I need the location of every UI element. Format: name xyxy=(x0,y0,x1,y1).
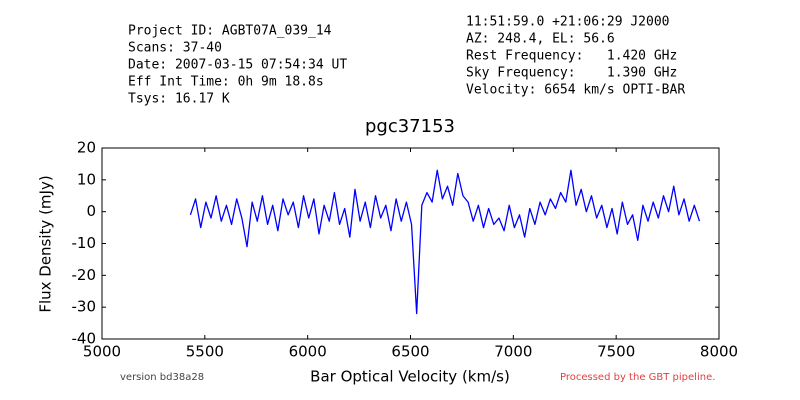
x-tick-label: 8000 xyxy=(700,343,738,361)
x-tick-label: 6000 xyxy=(289,343,327,361)
info-line: Date: 2007-03-15 07:54:34 UT xyxy=(128,58,347,73)
info-line: Project ID: AGBT07A_039_14 xyxy=(128,24,332,39)
info-line: Eff Int Time: 0h 9m 18.8s xyxy=(128,75,324,90)
y-tick-label: -30 xyxy=(72,298,97,316)
x-tick-label: 6500 xyxy=(391,343,429,361)
info-line: Rest Frequency: 1.420 GHz xyxy=(466,49,677,64)
info-line: 11:51:59.0 +21:06:29 J2000 xyxy=(466,15,670,30)
pipeline-note: Processed by the GBT pipeline. xyxy=(560,372,715,383)
x-axis-label: Bar Optical Velocity (km/s) xyxy=(310,368,510,386)
y-tick-label: -10 xyxy=(72,234,97,252)
x-tick-label: 7500 xyxy=(597,343,635,361)
y-tick-label: 20 xyxy=(77,139,96,157)
y-tick-label: -20 xyxy=(72,266,97,284)
info-line: Velocity: 6654 km/s OPTI-BAR xyxy=(466,83,685,98)
y-tick-label: 0 xyxy=(86,202,96,220)
x-tick-label: 5500 xyxy=(186,343,224,361)
info-line: AZ: 248.4, EL: 56.6 xyxy=(466,32,615,47)
info-line: Scans: 37-40 xyxy=(128,41,222,56)
info-line: Tsys: 16.17 K xyxy=(128,92,230,107)
y-tick-label: 10 xyxy=(77,170,96,188)
y-axis-label: Flux Density (mJy) xyxy=(37,175,55,312)
x-tick-label: 5000 xyxy=(83,343,121,361)
x-tick-label: 7000 xyxy=(494,343,532,361)
version-note: version bd38a28 xyxy=(120,372,204,383)
chart-title: pgc37153 xyxy=(365,116,455,137)
y-tick-label: -40 xyxy=(72,330,97,348)
plot-frame xyxy=(101,147,720,340)
info-line: Sky Frequency: 1.390 GHz xyxy=(466,66,677,81)
spectrum-line xyxy=(189,169,701,315)
